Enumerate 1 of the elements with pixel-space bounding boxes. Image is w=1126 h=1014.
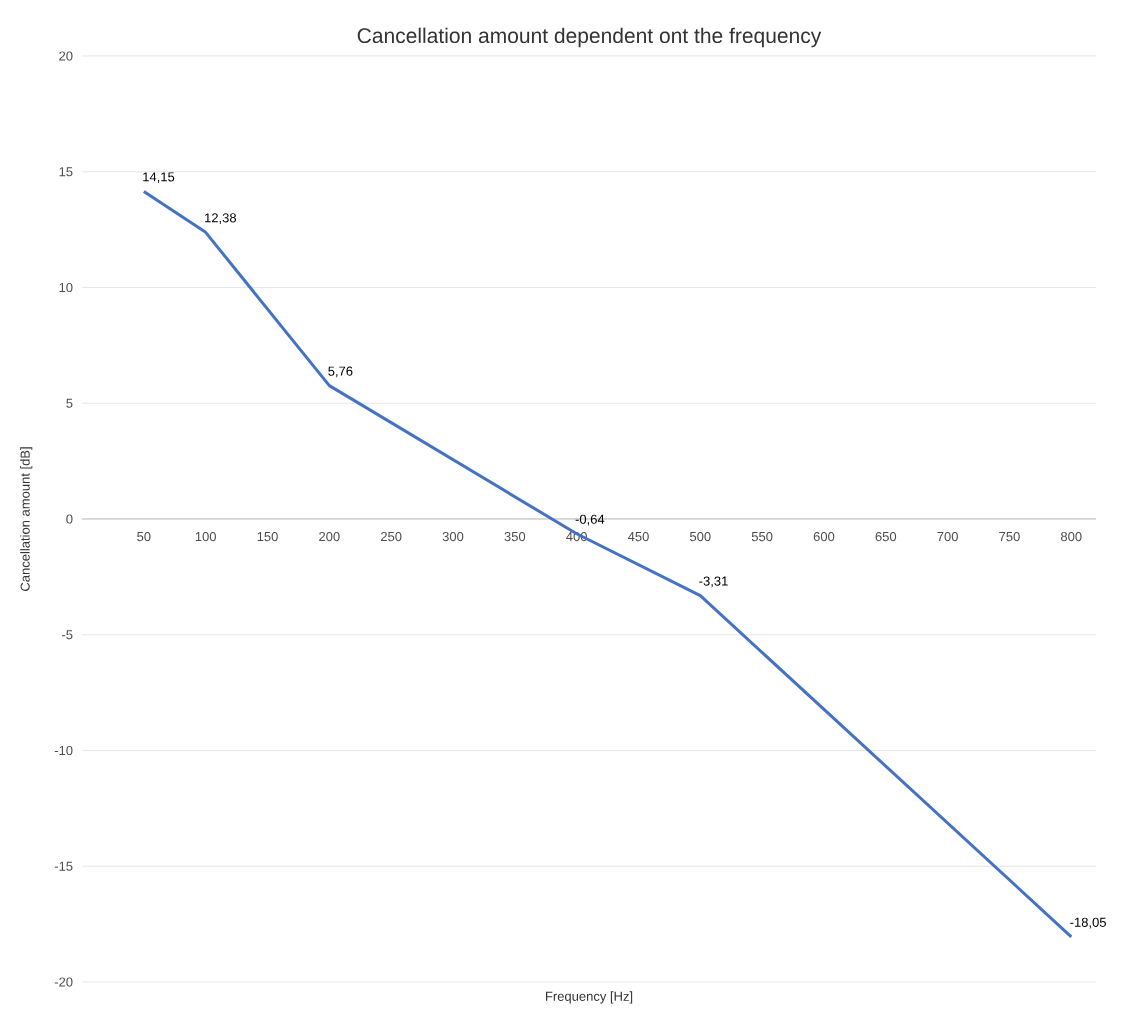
- chart-title: Cancellation amount dependent ont the frequency: [357, 27, 822, 48]
